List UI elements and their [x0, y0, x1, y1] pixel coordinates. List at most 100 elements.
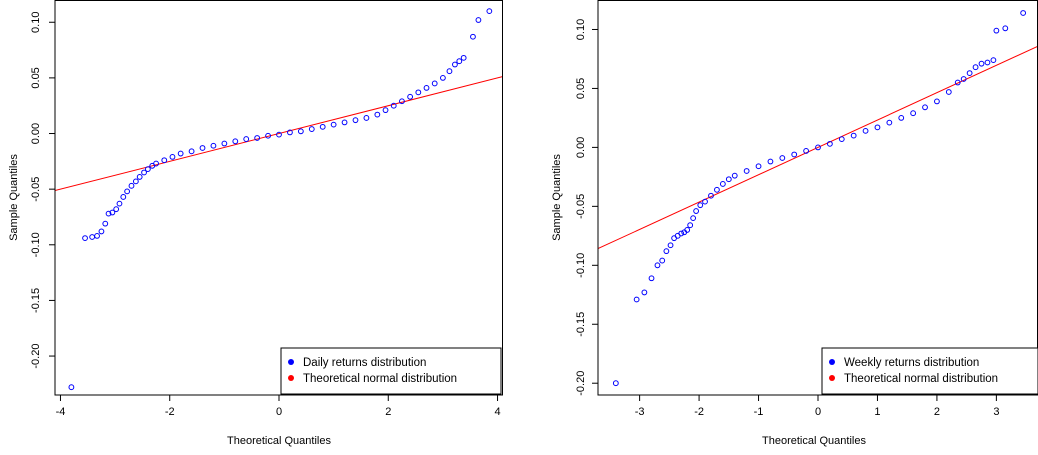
data-point	[374, 111, 381, 118]
data-point	[1002, 25, 1009, 32]
data-point	[815, 144, 821, 151]
data-point	[972, 64, 979, 71]
data-point	[978, 60, 985, 67]
data-point	[116, 200, 123, 207]
data-point	[109, 209, 116, 216]
data-point	[612, 380, 619, 387]
data-point	[984, 59, 991, 66]
data-point	[363, 115, 370, 121]
x-tick-label: 0	[276, 406, 282, 418]
x-axis-title: Theoretical Quantiles	[227, 435, 331, 447]
data-point	[779, 155, 786, 161]
y-tick-label: -0.20	[575, 371, 587, 396]
legend-marker	[288, 375, 294, 381]
data-point	[719, 181, 726, 187]
weekly-returns-qq-plot: -3 -2 -1 0 1 2 3 -0.20 -0.15 -0.10 -0.05 0.00 0.05 0.…	[551, 0, 1038, 447]
data-point	[993, 27, 1000, 34]
data-point	[725, 176, 732, 183]
data-point	[633, 296, 640, 303]
y-tick-label: 0.05	[575, 78, 587, 99]
data-point	[663, 248, 670, 255]
y-axis-title: Sample Quantiles	[551, 154, 563, 241]
data-point	[136, 174, 143, 180]
data-point	[221, 140, 228, 147]
y-tick-label: 0.05	[30, 67, 42, 88]
daily-returns-qq-plot: -4 -2 0 2 4 -0.20 -0.15 -0.10 -0.05 0.00 0.05 0.10 T…	[8, 0, 503, 447]
data-point	[132, 178, 139, 185]
data-point	[330, 121, 337, 128]
y-tick-label: -0.15	[575, 312, 587, 337]
data-point	[687, 222, 694, 229]
data-point	[456, 58, 463, 65]
data-point	[161, 157, 168, 164]
data-point	[297, 128, 304, 135]
data-point	[684, 227, 691, 233]
data-point	[862, 127, 869, 134]
data-point	[934, 98, 940, 105]
data-point	[243, 136, 250, 142]
legend-label: Weekly returns distribution	[844, 357, 979, 369]
data-point	[144, 166, 151, 173]
data-point	[452, 61, 458, 68]
legend-box	[280, 347, 502, 395]
legend-marker	[288, 359, 294, 365]
data-point	[128, 182, 135, 189]
legend-label: Theoretical normal distribution	[844, 373, 998, 385]
data-point	[89, 234, 96, 240]
data-point	[731, 172, 738, 179]
reference-line	[598, 45, 1038, 250]
data-point	[407, 93, 414, 100]
data-point	[352, 117, 359, 124]
data-point	[102, 220, 109, 227]
data-point	[68, 384, 75, 391]
data-point	[966, 70, 973, 77]
data-point	[803, 148, 810, 154]
y-tick-label: 0.00	[30, 123, 42, 144]
data-point	[486, 8, 493, 15]
data-point	[105, 210, 112, 217]
data-point	[341, 119, 348, 126]
data-point	[702, 198, 708, 205]
data-point	[690, 215, 697, 222]
data-point	[153, 160, 159, 167]
x-tick-label: 4	[494, 406, 500, 418]
data-point	[82, 235, 88, 242]
x-tick-label: 3	[993, 406, 999, 418]
data-point	[124, 188, 131, 195]
data-point	[708, 192, 714, 199]
legend-label: Theoretical normal distribution	[303, 373, 457, 385]
x-tick-label: 0	[815, 406, 821, 418]
data-point	[475, 17, 482, 23]
data-point	[850, 132, 857, 139]
data-point	[319, 123, 326, 130]
data-point	[910, 110, 917, 117]
x-tick-label: -1	[754, 406, 764, 418]
series-points	[612, 10, 1027, 387]
data-point	[188, 148, 195, 155]
data-point	[177, 150, 184, 157]
data-point	[693, 208, 700, 214]
data-point	[886, 119, 893, 126]
data-point	[210, 142, 217, 149]
data-point	[265, 132, 271, 139]
plot-frame	[597, 0, 1038, 396]
data-point	[94, 232, 100, 239]
data-point	[423, 85, 430, 91]
legend-marker	[829, 359, 835, 365]
data-point	[232, 138, 239, 145]
x-tick-label: -2	[165, 406, 175, 418]
y-tick-label: -0.20	[30, 344, 42, 369]
data-point	[113, 206, 120, 213]
data-point	[390, 102, 397, 109]
x-tick-label: -3	[635, 406, 645, 418]
reference-line	[55, 76, 503, 192]
legend-marker	[829, 375, 835, 381]
data-point	[743, 168, 750, 174]
data-point	[898, 115, 905, 121]
data-point	[990, 57, 997, 64]
data-point	[141, 169, 147, 176]
series-points	[68, 8, 493, 391]
data-point	[945, 89, 952, 95]
data-point	[254, 135, 261, 141]
